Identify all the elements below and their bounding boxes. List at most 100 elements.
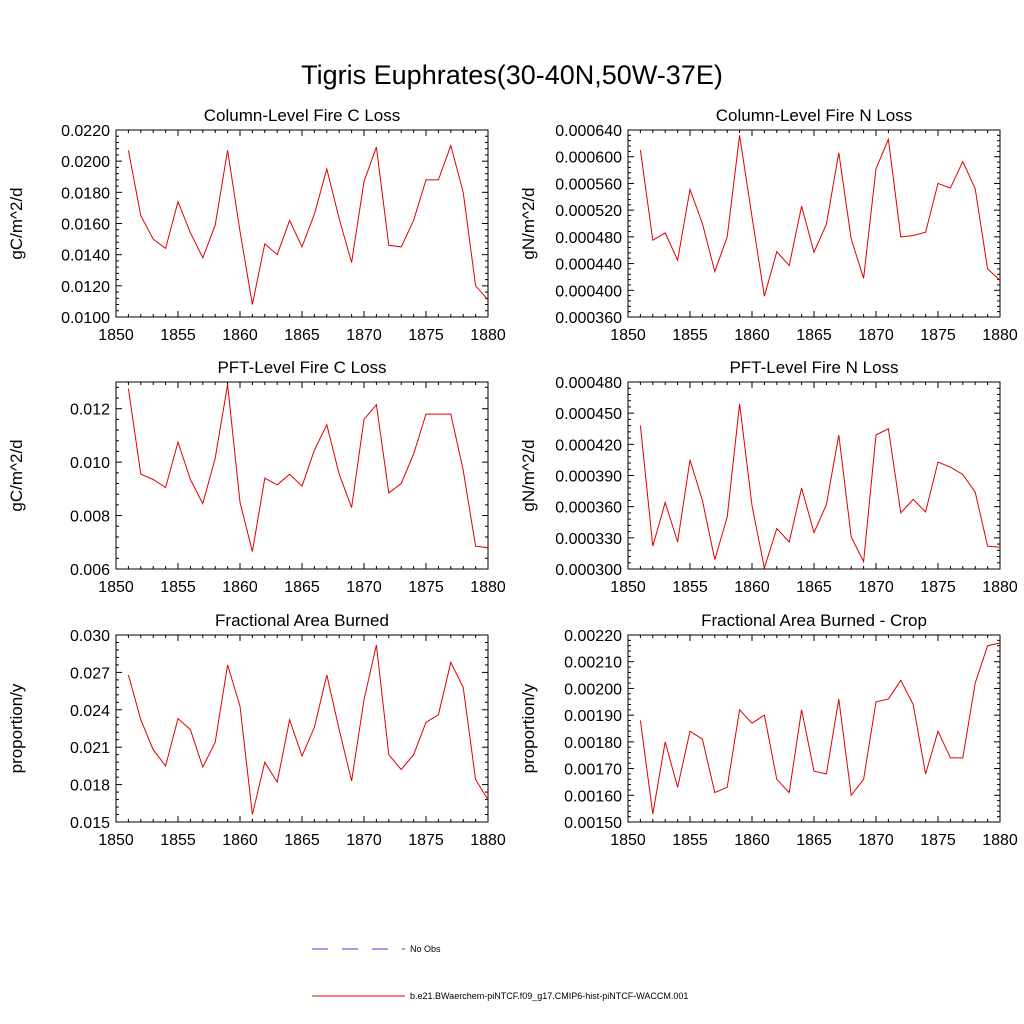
x-tick-label: 1870 — [346, 579, 382, 596]
y-tick-label: 0.000300 — [555, 562, 622, 579]
y-tick-label: 0.018 — [70, 778, 110, 795]
x-tick-label: 1850 — [610, 327, 646, 344]
chart-panel-3: PFT-Level Fire C Loss gC/m^2/d 1850 1855 186… — [7, 358, 506, 596]
y-tick-label: 0.000640 — [555, 123, 622, 140]
y-tick-label: 0.024 — [70, 703, 110, 720]
x-tick-label: 1865 — [796, 579, 832, 596]
x-tick-label: 1855 — [672, 832, 708, 849]
y-tick-label: 0.0140 — [61, 248, 110, 265]
y-tick-label: 0.000390 — [555, 469, 622, 486]
x-tick-label: 1860 — [734, 832, 770, 849]
x-tick-label: 1875 — [920, 327, 956, 344]
chart-panel-2: Column-Level Fire N Loss gN/m^2/d 1850 1855… — [519, 106, 1018, 344]
x-tick-label: 1860 — [734, 579, 770, 596]
x-tick-label: 1855 — [160, 579, 196, 596]
x-tick-label: 1875 — [920, 832, 956, 849]
y-tick-label: 0.00180 — [564, 735, 622, 752]
y-axis-label: gN/m^2/d — [519, 187, 538, 259]
x-tick-label: 1850 — [98, 579, 134, 596]
figure-title: Tigris Euphrates(30-40N,50W-37E) — [301, 60, 723, 90]
x-tick-label: 1865 — [796, 327, 832, 344]
series-line — [127, 644, 489, 815]
x-tick-label: 1860 — [222, 579, 258, 596]
y-tick-label: 0.008 — [70, 509, 110, 526]
legend: No Obs b.e21.BWaerchem-piNTCF.f09_g17.CM… — [312, 944, 688, 1001]
series-line — [639, 135, 1001, 297]
y-tick-label: 0.000400 — [555, 283, 622, 300]
x-tick-label: 1855 — [672, 327, 708, 344]
panels: Column-Level Fire C Loss gC/m^2/d 1850 1855… — [7, 106, 1018, 849]
panel-title: Fractional Area Burned — [215, 611, 389, 630]
y-tick-label: 0.00160 — [564, 788, 622, 805]
chart-panel-1: Column-Level Fire C Loss gC/m^2/d 1850 1855… — [7, 106, 506, 344]
x-tick-label: 1850 — [98, 327, 134, 344]
x-tick-label: 1880 — [982, 579, 1018, 596]
x-tick-label: 1875 — [920, 579, 956, 596]
y-tick-label: 0.000520 — [555, 203, 622, 220]
y-tick-label: 0.00150 — [564, 815, 622, 832]
x-tick-label: 1850 — [610, 832, 646, 849]
plot-frame — [115, 381, 489, 570]
series-line — [127, 384, 489, 552]
chart-panel-6: Fractional Area Burned - Crop proportion/… — [519, 611, 1018, 849]
y-tick-label: 0.000360 — [555, 310, 622, 327]
x-tick-label: 1865 — [284, 327, 320, 344]
x-tick-label: 1880 — [982, 327, 1018, 344]
x-tick-label: 1860 — [222, 327, 258, 344]
x-tick-label: 1870 — [346, 832, 382, 849]
y-axis-label: proportion/y — [7, 683, 26, 773]
series-line — [639, 403, 1001, 569]
x-tick-label: 1870 — [858, 832, 894, 849]
y-tick-label: 0.0120 — [61, 279, 110, 296]
y-tick-label: 0.027 — [70, 665, 110, 682]
y-tick-label: 0.0160 — [61, 217, 110, 234]
y-tick-label: 0.0180 — [61, 185, 110, 202]
x-tick-label: 1855 — [160, 832, 196, 849]
y-tick-label: 0.0100 — [61, 310, 110, 327]
x-tick-label: 1875 — [408, 579, 444, 596]
panel-title: Column-Level Fire C Loss — [204, 106, 401, 125]
x-tick-label: 1855 — [160, 327, 196, 344]
y-tick-label: 0.00170 — [564, 762, 622, 779]
y-axis-label: gC/m^2/d — [7, 187, 26, 259]
x-tick-label: 1870 — [858, 579, 894, 596]
x-tick-label: 1880 — [470, 579, 506, 596]
x-tick-label: 1875 — [408, 327, 444, 344]
panel-title: PFT-Level Fire C Loss — [217, 358, 386, 377]
y-tick-label: 0.015 — [70, 815, 110, 832]
y-tick-label: 0.00220 — [564, 628, 622, 645]
y-tick-label: 0.000420 — [555, 437, 622, 454]
x-tick-label: 1860 — [734, 327, 770, 344]
y-tick-label: 0.030 — [70, 628, 110, 645]
series-line — [127, 143, 489, 305]
panel-title: PFT-Level Fire N Loss — [729, 358, 898, 377]
chart-panel-5: Fractional Area Burned proportion/y 1850 18… — [7, 611, 506, 849]
x-tick-label: 1865 — [796, 832, 832, 849]
panel-title: Fractional Area Burned - Crop — [701, 611, 927, 630]
y-tick-label: 0.00210 — [564, 655, 622, 672]
y-tick-label: 0.000480 — [555, 375, 622, 392]
y-axis-label: gC/m^2/d — [7, 439, 26, 511]
y-tick-label: 0.006 — [70, 562, 110, 579]
x-tick-label: 1880 — [470, 327, 506, 344]
chart-panel-4: PFT-Level Fire N Loss gN/m^2/d 1850 1855 186… — [519, 358, 1018, 596]
plot-frame — [627, 381, 1001, 570]
y-tick-label: 0.000330 — [555, 531, 622, 548]
y-tick-label: 0.021 — [70, 740, 110, 757]
y-tick-label: 0.000360 — [555, 500, 622, 517]
x-tick-label: 1880 — [982, 832, 1018, 849]
y-tick-label: 0.000440 — [555, 257, 622, 274]
x-tick-label: 1855 — [672, 579, 708, 596]
y-tick-label: 0.000450 — [555, 406, 622, 423]
panel-title: Column-Level Fire N Loss — [716, 106, 913, 125]
x-tick-label: 1865 — [284, 579, 320, 596]
y-tick-label: 0.000560 — [555, 176, 622, 193]
y-tick-label: 0.00190 — [564, 708, 622, 725]
y-axis-label: gN/m^2/d — [519, 439, 538, 511]
legend-label-run: b.e21.BWaerchem-piNTCF.f09_g17.CMIP6-his… — [410, 991, 688, 1001]
x-tick-label: 1850 — [610, 579, 646, 596]
x-tick-label: 1880 — [470, 832, 506, 849]
y-tick-label: 0.0220 — [61, 123, 110, 140]
y-axis-label: proportion/y — [519, 683, 538, 773]
y-tick-label: 0.00200 — [564, 681, 622, 698]
